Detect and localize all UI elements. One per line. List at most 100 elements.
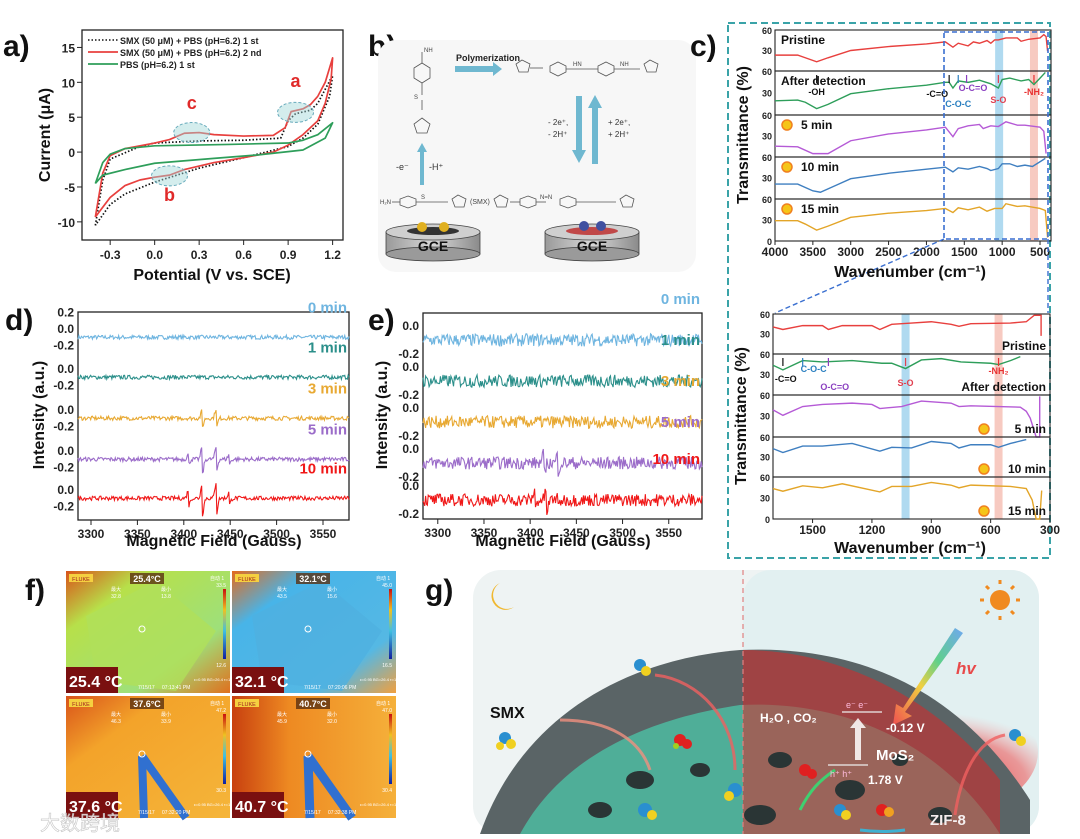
params-label: ε=0.95 BG=26.4 τ=100% <box>360 677 405 682</box>
max-label: 最大 <box>111 586 121 593</box>
time-label: 0 min <box>661 291 700 308</box>
panel-label-d: d) <box>5 304 33 337</box>
smx-molecules <box>496 659 1026 820</box>
big-temp-box <box>232 792 284 818</box>
crosshair-icon <box>138 750 146 758</box>
brand-badge <box>69 699 93 707</box>
time-label: 07:13:41 PM <box>162 685 190 691</box>
min-value: 33.9 <box>161 719 171 725</box>
peak-assignment: C-O-C <box>801 364 827 374</box>
y-tick-label: 5 <box>68 111 75 125</box>
peak-label-a: a <box>291 71 302 91</box>
x-tick-label: 3500 <box>609 526 636 540</box>
date-label: 7/15/17 <box>304 810 321 816</box>
x-tick-label: 1500 <box>799 523 826 537</box>
crosshair-icon <box>138 625 146 633</box>
spectrum-15-min <box>775 202 1049 238</box>
peak-highlight-a <box>277 101 315 123</box>
epr-trace-5-min <box>77 447 350 474</box>
date-label: 7/15/17 <box>138 810 155 816</box>
gce-electrode-left: GCE <box>385 222 481 262</box>
arrow-up-icon <box>417 143 427 185</box>
brand-label: FLUKE <box>72 577 90 583</box>
date-label: 7/15/17 <box>304 685 321 691</box>
oxidation-proton-label: -H⁺ <box>429 162 443 172</box>
y-tick-label: 30 <box>760 330 770 340</box>
scale-min: 30.3 <box>216 788 226 794</box>
y-tick-label: 60 <box>762 195 772 205</box>
sun-face-icon <box>781 161 793 173</box>
max-label: 最大 <box>277 586 287 593</box>
y-tick-label: -0.2 <box>53 500 74 514</box>
y-tick-label: 60 <box>760 391 770 401</box>
y-tick-label: 60 <box>760 473 770 483</box>
brand-label: FLUKE <box>72 702 90 708</box>
amine-label: H₂N <box>380 200 391 206</box>
peak-assignment: -NH₂ <box>1024 87 1044 97</box>
panel-a: a) -0.3 0.0 0.3 0.6 0.9 1.2 -10 -5 0 5 10 15 a c b SM… <box>3 29 344 284</box>
atom-label: S <box>421 195 425 201</box>
y-tick-label: -0.2 <box>53 339 74 353</box>
scale-min: 12.6 <box>216 663 226 669</box>
x-axis-label-a: Potential (V vs. SCE) <box>133 267 290 284</box>
crosshair-icon <box>304 625 312 633</box>
center-temp-box <box>296 698 330 709</box>
minus-proton-label: - 2H⁺ <box>548 130 567 139</box>
color-scale-bar <box>389 714 392 784</box>
panel-label-e: e) <box>368 304 395 337</box>
band-highlight <box>994 314 1003 519</box>
mode-label: 自动 1 <box>210 575 224 582</box>
brand-badge <box>235 574 259 582</box>
epr-trace-1-min <box>422 372 703 389</box>
spectrum-10-min <box>775 157 1046 193</box>
center-temperature: 37.6°C <box>133 699 161 709</box>
peak-assignment: -C=O <box>926 89 948 99</box>
material-label: MoS₂ <box>876 747 914 764</box>
sun-icon <box>980 580 1020 620</box>
excitation-arrow <box>850 718 866 760</box>
y-tick-label: 30 <box>762 216 772 226</box>
y-tick-label: 60 <box>760 433 770 443</box>
panel-f: f) FLUKE 25.4°C 自动 133.512.6最大32.8最小13.825… <box>25 571 405 821</box>
legend-label: PBS (pH=6.2) 1 st <box>120 60 195 70</box>
min-label: 最小 <box>327 586 337 593</box>
min-label: 最小 <box>327 711 337 718</box>
arrow-right-icon <box>455 62 502 76</box>
series-label: Pristine <box>1002 339 1046 353</box>
panel-g: g) hv SMX <box>425 570 1039 834</box>
min-value: 13.8 <box>161 594 171 600</box>
x-tick-label: 3550 <box>310 527 337 541</box>
x-tick-label: 3000 <box>837 245 864 259</box>
y-tick-label: -0.2 <box>398 388 419 402</box>
peak-assignment: -OH <box>808 87 825 97</box>
x-tick-label: 3450 <box>563 526 590 540</box>
y-tick-label: 15 <box>62 41 76 55</box>
y-tick-label: 0.0 <box>402 319 419 333</box>
cv-curve-3 <box>94 121 334 185</box>
peak-assignment: O-C=O <box>959 83 988 93</box>
epr-trace-3-min <box>422 414 703 430</box>
y-tick-label: 30 <box>762 89 772 99</box>
max-value: 45.9 <box>277 719 287 725</box>
y-tick-label: -0.2 <box>398 507 419 521</box>
atom-label: N=N <box>540 195 552 201</box>
time-label: 1 min <box>308 340 347 357</box>
y-tick-label: -10 <box>58 216 76 230</box>
y-axis-label-c-zoom: Transmittance (%) <box>733 347 750 485</box>
x-tick-label: 3300 <box>78 527 105 541</box>
x-tick-label: 3450 <box>217 527 244 541</box>
x-tick-label: 3300 <box>424 526 451 540</box>
epr-trace-3-min <box>77 409 350 427</box>
epr-trace-0-min <box>422 332 703 348</box>
x-tick-label: 3400 <box>517 526 544 540</box>
plot-frame <box>77 311 350 521</box>
conduction-band-potential: -0.12 V <box>886 721 925 735</box>
y-tick-label: 30 <box>760 370 770 380</box>
y-tick-label: 0.0 <box>57 322 74 336</box>
atom-label: S <box>414 95 418 101</box>
atom-label: NH <box>620 62 629 68</box>
y-tick-label: 60 <box>762 26 772 36</box>
x-tick-label: 0.0 <box>146 248 163 262</box>
